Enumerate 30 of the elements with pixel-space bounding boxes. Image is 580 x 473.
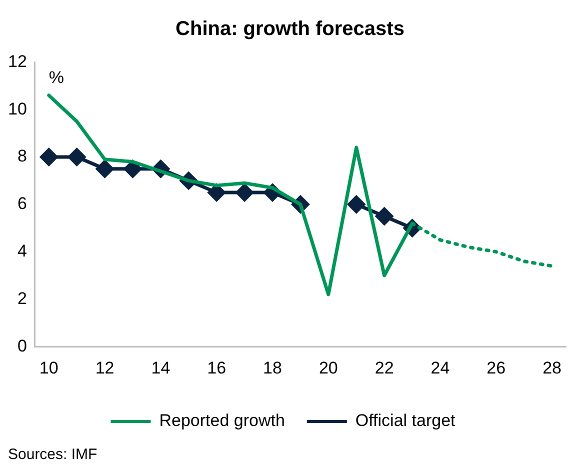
legend-label: Official target	[355, 411, 456, 430]
chart-title: China: growth forecasts	[174, 18, 406, 41]
x-tick-label: 14	[151, 358, 170, 378]
y-tick-label: 6	[17, 194, 27, 214]
point	[96, 160, 114, 178]
y-tick-label: 0	[17, 336, 27, 356]
y-axis-title: %	[48, 68, 64, 87]
x-tick-label: 16	[207, 358, 226, 378]
point	[208, 184, 226, 202]
y-tick-label: 8	[17, 146, 27, 166]
x-tick-label: 12	[95, 358, 114, 378]
x-tick-label: 22	[374, 358, 394, 378]
point	[124, 160, 142, 178]
x-tick-label: 20	[318, 358, 338, 378]
legend-label: Reported growth	[159, 411, 285, 430]
point	[68, 148, 86, 166]
y-tick-label: 4	[17, 241, 27, 260]
x-tick-label: 24	[430, 358, 450, 378]
x-tick-label: 18	[263, 358, 282, 378]
y-tick-label: 12	[8, 52, 27, 71]
point	[376, 208, 394, 225]
source-note: Sources: IMF	[8, 446, 98, 463]
x-tick-label: 10	[39, 358, 58, 378]
point	[236, 184, 254, 202]
point	[348, 196, 366, 214]
y-tick-label: 10	[8, 99, 27, 118]
x-tick-label: 26	[486, 358, 506, 378]
point	[40, 148, 58, 166]
y-tick-label: 2	[17, 288, 27, 308]
x-tick-label: 28	[542, 358, 562, 378]
